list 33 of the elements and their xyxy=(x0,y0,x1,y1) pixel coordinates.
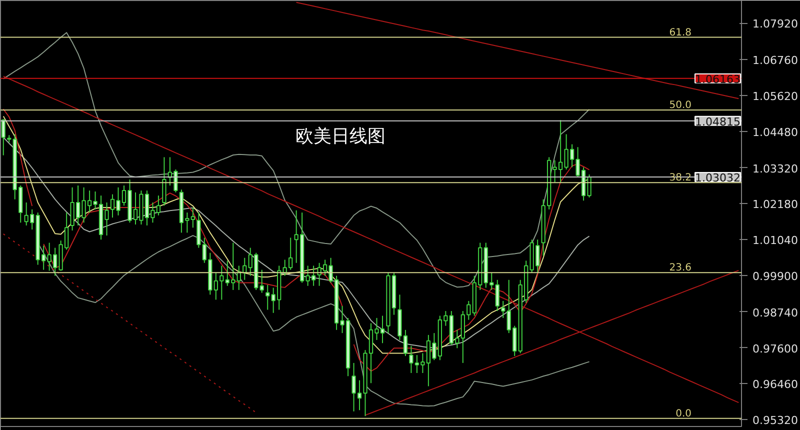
ref-line-label: 1.06163 xyxy=(695,72,741,86)
candlestick xyxy=(357,380,362,411)
line-series xyxy=(296,2,740,100)
y-tick-label: 1.06760 xyxy=(752,54,798,68)
ref-line-label: 1.04815 xyxy=(695,115,741,128)
candlestick xyxy=(236,265,241,290)
candlestick xyxy=(162,156,166,206)
y-tick-label: 0.95320 xyxy=(752,414,798,428)
ref-line-label: 1.03032 xyxy=(695,171,741,184)
annotation: 0.0 xyxy=(676,408,692,420)
text: 欧美日线图 xyxy=(296,126,386,147)
y-tick-label: 1.01040 xyxy=(752,234,798,248)
candlestick xyxy=(1,118,6,156)
y-tick-label: 1.04480 xyxy=(752,126,798,139)
candlestick xyxy=(352,362,356,412)
y-tick-label: 1.05620 xyxy=(752,90,798,104)
y-tick-label: 1.07920 xyxy=(752,18,798,31)
line-series xyxy=(37,235,590,407)
line-series xyxy=(2,32,590,288)
candlestick xyxy=(495,279,500,312)
annotation: 23.6 xyxy=(669,262,692,274)
annotation: 50.0 xyxy=(669,100,692,111)
y-tick-label: 1.02180 xyxy=(752,198,798,212)
y-tick-label: 0.97600 xyxy=(752,342,798,356)
y-tick-label: 0.96460 xyxy=(752,378,798,392)
candlestick xyxy=(260,269,264,294)
y-tick-label: 1.03320 xyxy=(752,162,798,176)
candlestick xyxy=(266,284,270,310)
y-tick-label: 0.98740 xyxy=(752,306,798,320)
y-tick-label: 0.99900 xyxy=(752,270,798,283)
line-series xyxy=(2,233,257,414)
candlestick xyxy=(501,300,506,318)
annotation: 61.8 xyxy=(669,27,692,38)
